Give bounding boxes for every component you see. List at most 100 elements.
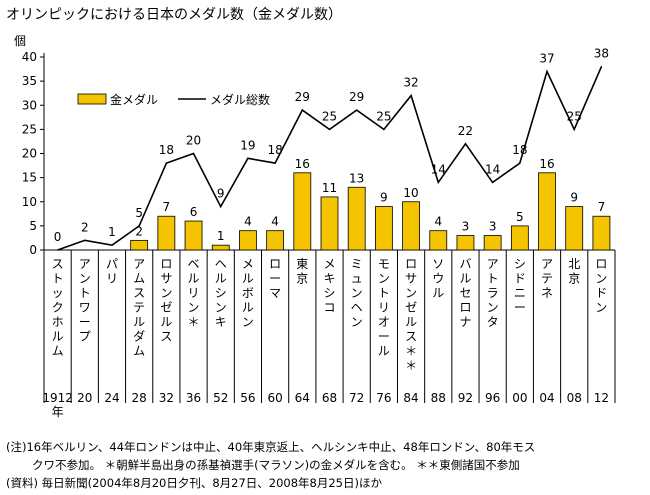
gold-medal-data-label: 3 [489,220,497,234]
x-year-label: 32 [159,391,174,405]
gold-medal-bar [184,220,203,251]
total-medals-point [220,205,222,208]
gold-medal-bar [293,172,312,251]
total-medals-data-label: 19 [240,138,255,152]
x-category-label: ヘルシンキ [215,257,227,329]
x-category-label: メキシコ [323,257,335,315]
x-category-label: アムステルダム [133,257,145,358]
gold-medal-bar [456,235,475,251]
x-year-label: 88 [431,391,446,405]
legend-gold-swatch [77,93,107,105]
total-medals-data-label: 18 [267,143,282,157]
gold-medal-data-label: 9 [570,191,578,205]
x-category-label: ソウル [432,257,444,300]
total-medals-data-label: 32 [403,76,418,90]
x-year-label: 72 [349,391,364,405]
total-medals-point [464,143,467,145]
total-medals-data-label: 9 [217,187,225,201]
gold-medal-bar [211,244,230,251]
total-medals-point [328,128,331,130]
x-year-label: 84 [403,391,418,405]
y-axis-unit-label: 個 [14,34,26,48]
gold-medal-data-label: 3 [462,220,470,234]
x-year-label: 20 [77,391,92,405]
gold-medal-data-label: 7 [598,200,606,214]
x-category-label: ローマ [269,257,281,300]
x-category-label: シドニー [514,257,526,315]
total-medals-data-label: 25 [567,109,582,123]
x-category-label: 北京 [568,257,580,286]
x-category-label: パリ [106,257,118,286]
total-medals-data-label: 37 [539,51,554,65]
y-tick-label: 5 [29,219,37,233]
gold-medal-data-label: 2 [135,224,143,238]
total-medals-point [519,162,521,164]
x-year-label: 76 [376,391,391,405]
total-medals-point [546,70,548,73]
total-medals-point [111,244,113,246]
x-category-label: ロンドン [595,257,607,315]
x-category-label: ベルリン＊ [188,257,200,329]
x-category-label: ストックホルム [52,257,64,358]
total-medals-point [165,162,167,164]
x-year-label: 1912 年 [42,391,73,419]
note-line-1: (注)16年ベルリン、44年ロンドンは中止、40年東京返上、ヘルシンキ中止、48… [6,440,536,454]
x-category-label: ロサンゼルス＊＊ [405,257,417,373]
x-year-label: 00 [512,391,527,405]
total-medals-point [56,249,59,251]
total-medals-data-label: 0 [54,230,62,244]
x-year-label: 52 [213,391,228,405]
gold-medal-data-label: 10 [403,186,418,200]
total-medals-point [356,109,358,111]
note-line-2: クワ不参加。 ＊朝鮮半島出身の孫基禎選手(マラソン)の金メダルを含む。 ＊＊東側… [32,458,520,472]
gold-medal-data-label: 13 [349,171,364,185]
x-year-label: 28 [132,391,147,405]
x-year-label: 64 [295,391,310,405]
gold-medal-data-label: 4 [271,215,279,229]
gold-medal-bar [565,206,584,251]
total-medals-data-label: 20 [186,134,201,148]
y-tick-label: 10 [22,195,37,209]
gold-medal-bar [429,230,448,251]
total-medals-data-label: 18 [159,143,174,157]
total-medals-point [492,181,494,184]
gold-medal-data-label: 4 [434,215,442,229]
y-tick-label: 25 [22,122,37,136]
gold-medal-data-label: 5 [516,210,524,224]
gold-medal-bar [266,230,285,251]
x-year-label: 12 [594,391,609,405]
gold-medal-data-label: 16 [539,157,554,171]
x-year-label: 36 [186,391,201,405]
x-year-label: 96 [485,391,500,405]
total-medals-point [84,239,86,241]
total-medals-point [437,181,439,184]
gold-medal-data-label: 4 [244,215,252,229]
gold-medal-bar [157,215,176,251]
total-medals-data-label: 14 [431,162,446,176]
x-category-label: 東京 [296,257,308,286]
x-category-label: アトランタ [487,257,499,329]
x-year-label: 60 [267,391,282,405]
gold-medal-bar [592,215,611,251]
legend-gold-label: 金メダル [110,92,158,107]
total-medals-data-label: 22 [458,124,473,138]
total-medals-data-label: 29 [295,90,310,104]
gold-medal-data-label: 16 [295,157,310,171]
gold-medal-bar [538,172,556,251]
total-medals-point [383,128,385,130]
total-medals-data-label: 25 [376,109,391,123]
x-category-label: ロサンゼルス [160,257,172,344]
gold-medal-data-label: 9 [380,191,388,205]
gold-medal-bar [130,239,149,251]
chart-title: オリンピックにおける日本のメダル数（金メダル数） [6,7,342,23]
x-category-label: アントワープ [79,257,91,344]
total-medals-data-label: 25 [322,109,337,123]
total-medals-point [410,95,412,97]
x-year-label: 56 [240,391,255,405]
total-medals-point [138,225,140,227]
gold-medal-bar [510,225,529,251]
total-medals-data-label: 5 [135,206,143,220]
total-medals-point [301,109,303,111]
source-note: (資料) 毎日新聞(2004年8月20日夕刊、8月27日、2008年8月25日)… [6,476,382,490]
